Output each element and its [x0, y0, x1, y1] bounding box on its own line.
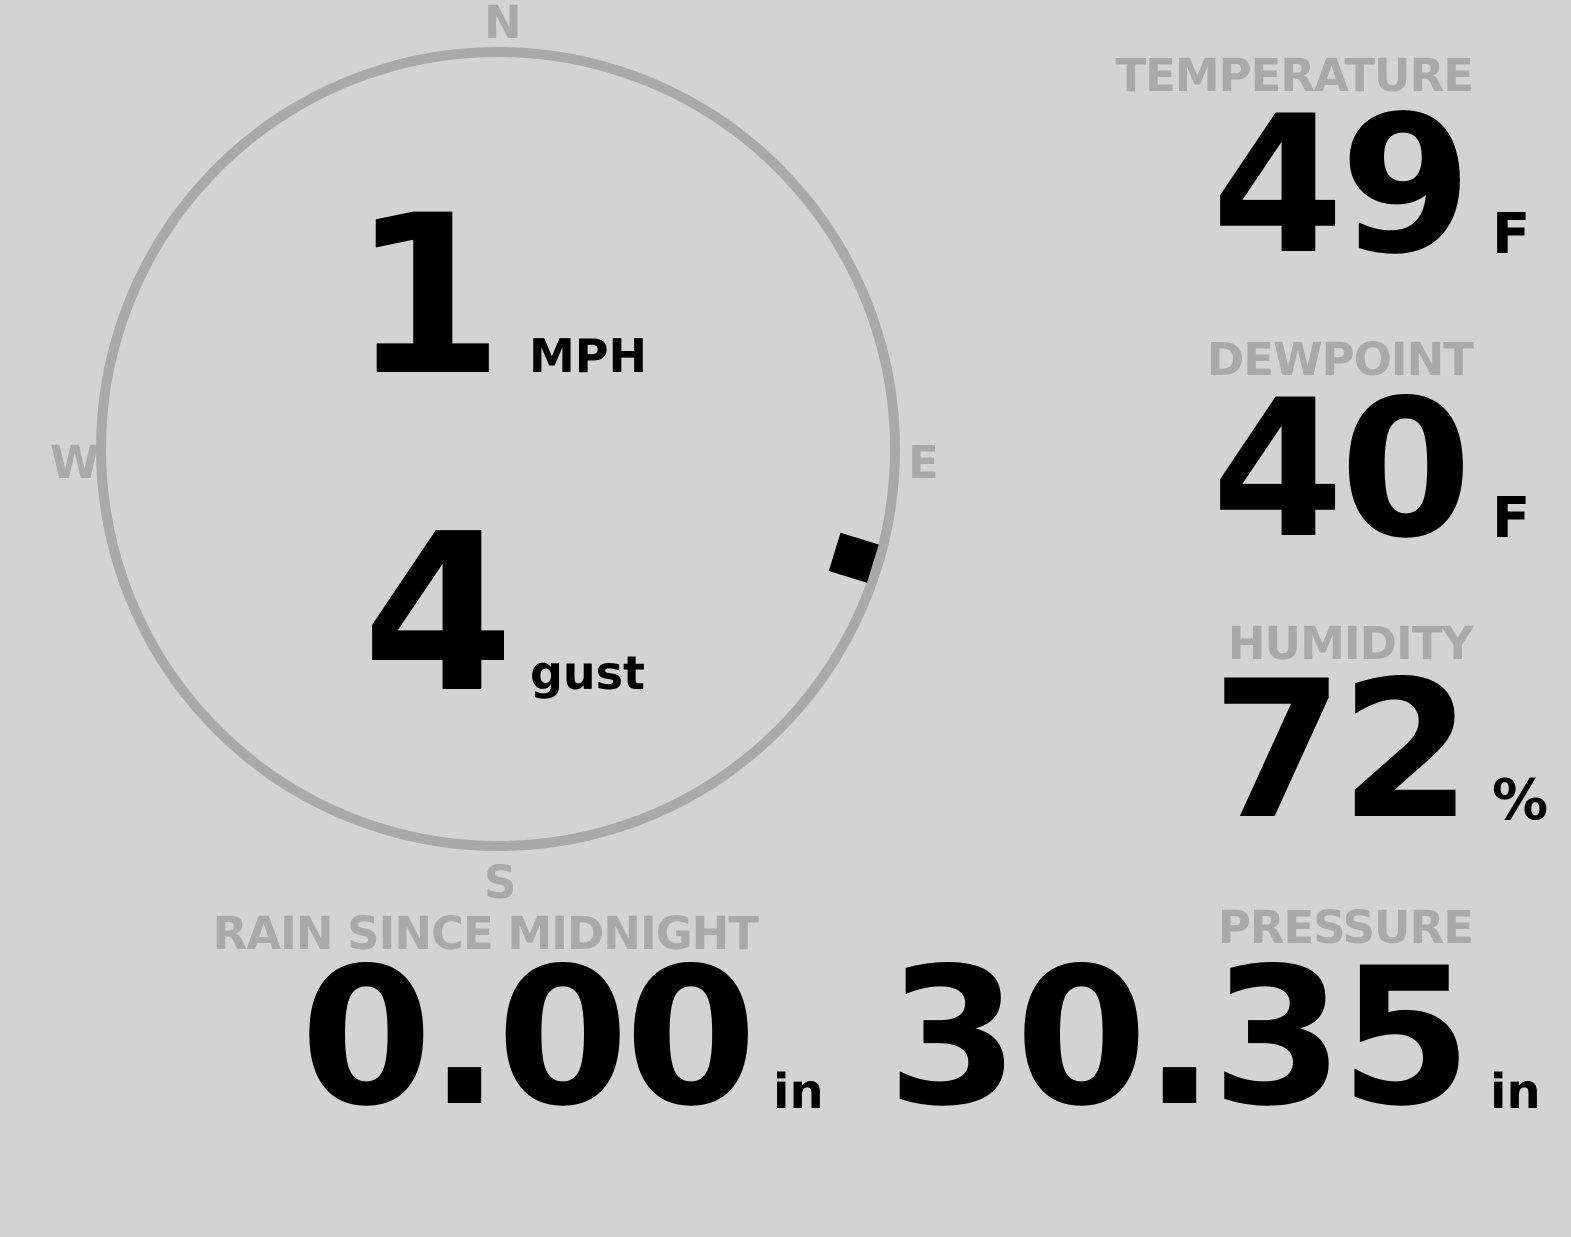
- temperature-label: TEMPERATURE: [1115, 49, 1474, 102]
- humidity-label: HUMIDITY: [1227, 617, 1474, 670]
- pressure-unit: in: [1490, 1064, 1541, 1120]
- compass-west: W: [50, 436, 100, 489]
- rain-label: RAIN SINCE MIDNIGHT: [212, 907, 759, 960]
- temperature-unit: F: [1492, 202, 1531, 267]
- wind-direction-marker: [828, 532, 879, 583]
- dewpoint-unit: F: [1492, 486, 1531, 551]
- pressure-label: PRESSURE: [1217, 901, 1474, 954]
- rain-value: 0.00: [300, 927, 757, 1148]
- compass-south: S: [484, 856, 517, 909]
- compass-ring: [96, 47, 900, 851]
- temperature-value: 49: [1211, 75, 1472, 296]
- wind-gust-label: gust: [530, 646, 646, 700]
- wind-speed-unit: MPH: [529, 329, 647, 383]
- wind-speed-value: 1: [350, 168, 504, 424]
- humidity-value: 72: [1211, 640, 1472, 861]
- wind-gust-value: 4: [362, 488, 514, 741]
- dewpoint-label: DEWPOINT: [1206, 333, 1474, 386]
- compass-north: N: [484, 0, 522, 49]
- dewpoint-value: 40: [1211, 359, 1472, 580]
- rain-unit: in: [773, 1064, 824, 1120]
- humidity-unit: %: [1492, 768, 1549, 833]
- pressure-value: 30.35: [887, 927, 1472, 1148]
- compass-east: E: [908, 436, 939, 489]
